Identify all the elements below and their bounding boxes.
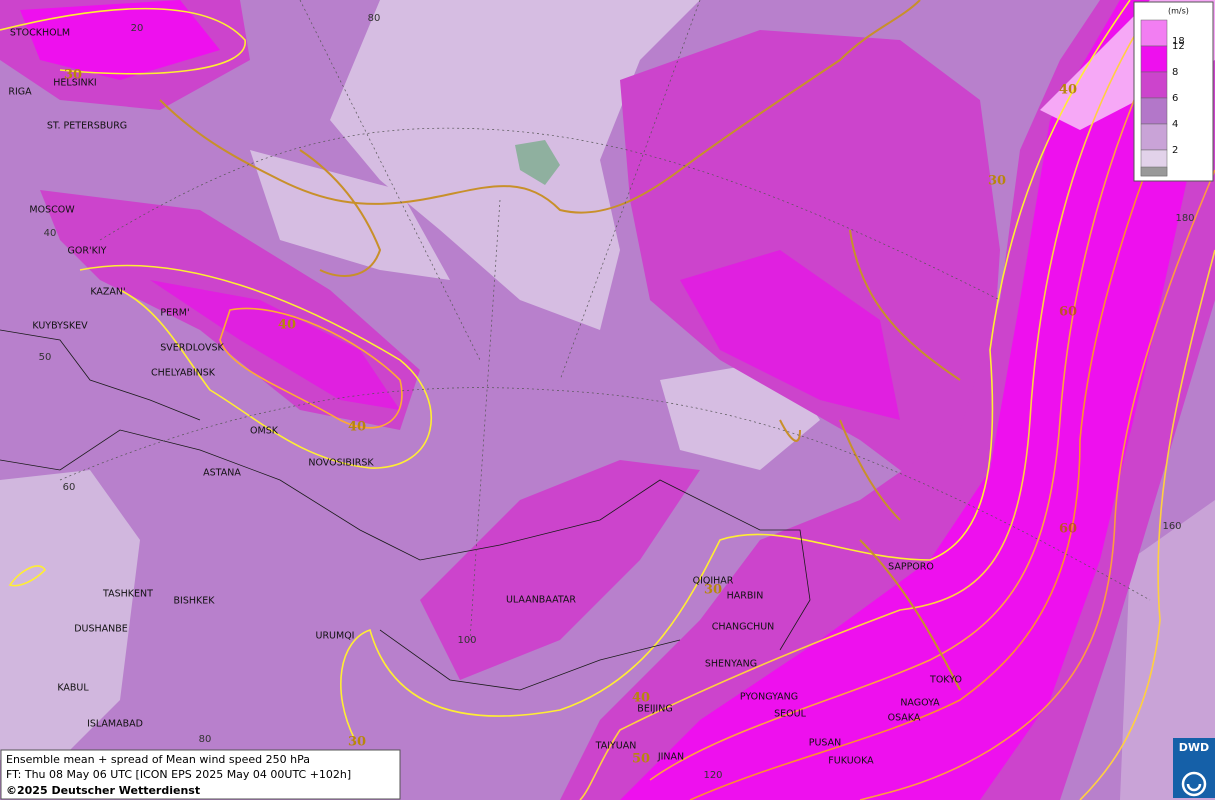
contour-label: 30: [704, 583, 722, 598]
info-background: [0, 749, 401, 800]
city-label: RIGA: [8, 87, 32, 98]
borders: [0, 329, 811, 691]
city-label: OMSK: [250, 426, 279, 437]
legend-unit: (m/s): [1168, 7, 1189, 16]
graticule-label: 50: [39, 352, 52, 363]
city-label: MOSCOW: [29, 205, 75, 216]
legend-below: [1140, 166, 1168, 177]
city-label: QIQIHAR: [693, 576, 734, 587]
city-label: KUYBYSKEV: [32, 321, 88, 332]
graticule-label: 120: [703, 770, 722, 781]
contour-label: 30: [988, 174, 1006, 189]
contour-label: 40: [632, 691, 650, 706]
legend-swatch: [1140, 19, 1168, 47]
legend-swatch: [1140, 123, 1168, 151]
contour-label: 40: [278, 318, 296, 333]
legend-level: 4: [1172, 119, 1178, 130]
city-label: CHELYABINSK: [151, 368, 216, 379]
legend-level: 6: [1172, 93, 1178, 104]
contour-label: 50: [632, 752, 650, 767]
city-label: HARBIN: [727, 591, 764, 602]
info-line: Ensemble mean + spread of Mean wind spee…: [6, 753, 310, 766]
contour-label: 40: [1059, 83, 1077, 98]
city-label: JINAN: [657, 752, 684, 763]
city-label: ISLAMABAD: [87, 719, 143, 730]
graticule-label: 180: [1175, 213, 1194, 224]
city-label: GOR'KIY: [68, 246, 107, 257]
info-box: Ensemble mean + spread of Mean wind spee…: [0, 749, 401, 800]
city-label: CHANGCHUN: [712, 622, 775, 633]
legend-level: 8: [1172, 67, 1178, 78]
city-label: PYONGYANG: [740, 692, 798, 703]
city-label: NAGOYA: [900, 698, 940, 709]
city-label: OSAKA: [888, 713, 921, 724]
contour-label: 40: [348, 420, 366, 435]
city-label: SHENYANG: [705, 659, 757, 670]
city-label: SEOUL: [774, 709, 806, 720]
legend-level: 12: [1172, 41, 1185, 52]
graticule-label: 60: [63, 482, 76, 493]
city-label: TASHKENT: [102, 589, 153, 600]
city-label: NOVOSIBIRSK: [308, 458, 374, 469]
info-line: ©2025 Deutscher Wetterdienst: [6, 784, 200, 797]
graticule-label: 40: [44, 228, 57, 239]
city-label: ASTANA: [203, 468, 241, 479]
legend-swatch: [1140, 45, 1168, 73]
contour-label: 60: [1059, 522, 1077, 537]
city-label: PUSAN: [809, 738, 842, 749]
city-label: BISHKEK: [174, 596, 216, 607]
city-label: TOKYO: [929, 675, 962, 686]
city-label: TAIYUAN: [595, 741, 637, 752]
city-label: PERM': [160, 308, 189, 319]
lake: [515, 140, 560, 185]
logo-swirl: [1181, 771, 1207, 797]
dwd-logo: DWD: [1173, 738, 1215, 798]
city-label: ULAANBAATAR: [506, 595, 576, 606]
city-label: SVERDLOVSK: [160, 343, 224, 354]
info-line: FT: Thu 08 May 06 UTC [ICON EPS 2025 May…: [6, 768, 351, 781]
contour-label: 30: [348, 735, 366, 750]
graticule: [59, 0, 1151, 641]
contour-label: 60: [1059, 305, 1077, 320]
graticule-label: 160: [1162, 521, 1181, 532]
legend-swatch: [1140, 97, 1168, 125]
city-label: BEIJING: [637, 704, 672, 715]
logo-text: DWD: [1179, 741, 1209, 754]
city-label: SAPPORO: [888, 562, 934, 573]
city-label: KABUL: [57, 683, 89, 694]
graticule-label: 100: [457, 635, 476, 646]
legend-swatch: [1140, 71, 1168, 99]
graticule-label: 20: [131, 23, 144, 34]
legend-level: 2: [1172, 145, 1178, 156]
city-label: FUKUOKA: [828, 756, 874, 767]
city-label: DUSHANBE: [74, 624, 128, 635]
city-label: HELSINKI: [53, 78, 96, 89]
graticule-label: 80: [199, 734, 212, 745]
city-label: STOCKHOLM: [10, 28, 70, 39]
logo-background: [1173, 738, 1215, 798]
labels: STOCKHOLM HELSINKI RIGA ST. PETERSBURG MOSCO…: [8, 13, 1194, 781]
city-label: KAZAN': [90, 287, 125, 298]
city-label: ST. PETERSBURG: [47, 121, 127, 132]
graticule-label: 80: [368, 13, 381, 24]
legend-level: 18: [1172, 36, 1185, 47]
contour-label: 30: [64, 68, 82, 83]
coastlines: [159, 0, 961, 691]
city-label: URUMQI: [316, 631, 355, 642]
